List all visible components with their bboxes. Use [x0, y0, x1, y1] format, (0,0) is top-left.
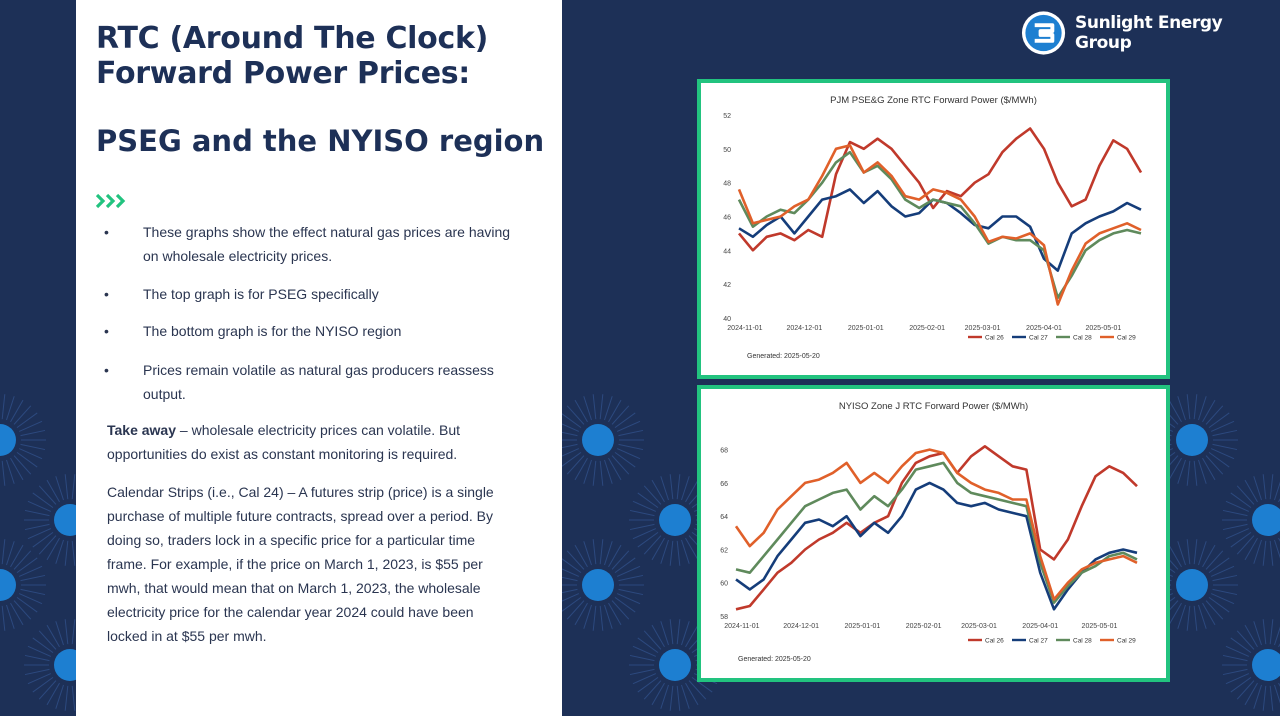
takeaway-text: – wholesale electricity prices can volat…: [107, 422, 461, 462]
legend-item: Cal 29: [1100, 335, 1136, 342]
x-tick-label: 2025-03-01: [961, 623, 997, 630]
x-tick-label: 2024-12-01: [786, 325, 822, 332]
sunburst-icon: [552, 394, 644, 486]
y-tick-label: 58: [720, 614, 728, 621]
chart-footer: Generated: 2025-05-20: [738, 656, 811, 663]
series-line-cal-26: [735, 444, 1138, 611]
series-line-cal-29: [734, 448, 1138, 601]
bullet-item: • The top graph is for PSEG specifically: [104, 282, 524, 306]
takeaway-paragraph: Take away – wholesale electricity prices…: [107, 418, 487, 466]
bullet-text: Prices remain volatile as natural gas pr…: [143, 362, 494, 402]
bullet-text: These graphs show the effect natural gas…: [143, 224, 511, 264]
series-line-cal-28: [737, 150, 1142, 299]
bullet-text: The top graph is for PSEG specifically: [143, 286, 379, 302]
page-subtitle: PSEG and the NYISO region: [96, 124, 545, 158]
bullet-marker: •: [104, 362, 109, 378]
brand-name: Sunlight Energy Group: [1075, 13, 1223, 53]
series-line-cal-28: [735, 461, 1138, 604]
bullet-text: The bottom graph is for the NYISO region: [143, 323, 402, 339]
x-tick-label: 2024-11-01: [727, 325, 762, 332]
chart-footer: Generated: 2025-05-20: [747, 353, 820, 360]
takeaway-label: Take away: [107, 422, 177, 438]
y-tick-label: 68: [720, 448, 728, 455]
svg-text:Cal 29: Cal 29: [1117, 638, 1136, 645]
legend-item: Cal 28: [1056, 335, 1092, 342]
y-tick-label: 52: [723, 113, 731, 120]
page-title: RTC (Around The Clock) Forward Power Pri…: [96, 21, 489, 91]
legend-item: Cal 27: [1012, 638, 1048, 645]
calendar-strips-paragraph: Calendar Strips (i.e., Cal 24) – A futur…: [107, 484, 494, 644]
legend-item: Cal 26: [968, 638, 1004, 645]
y-tick-label: 50: [723, 147, 731, 154]
bullet-item: • The bottom graph is for the NYISO regio…: [104, 319, 524, 343]
x-tick-label: 2024-12-01: [783, 623, 819, 630]
legend-item: Cal 27: [1012, 335, 1048, 342]
bullet-marker: •: [104, 224, 109, 240]
bullet-item: • These graphs show the effect natural ga…: [104, 220, 524, 268]
sunburst-icon: [0, 394, 46, 486]
svg-text:Cal 28: Cal 28: [1073, 638, 1092, 645]
x-tick-label: 2025-04-01: [1026, 325, 1062, 332]
bullet-item: • Prices remain volatile as natural gas p…: [104, 358, 524, 406]
sunburst-icon: [629, 474, 721, 566]
chart-title: NYISO Zone J RTC Forward Power ($/MWh): [839, 401, 1028, 412]
svg-text:Cal 26: Cal 26: [985, 638, 1004, 645]
brand: Sunlight Energy Group: [1020, 9, 1280, 57]
y-tick-label: 60: [720, 581, 728, 588]
chart-pseg: PJM PSE&G Zone RTC Forward Power ($/MWh)…: [723, 95, 1143, 360]
chart-pseg-frame: PJM PSE&G Zone RTC Forward Power ($/MWh)…: [697, 79, 1170, 379]
x-tick-label: 2025-05-01: [1085, 325, 1121, 332]
y-tick-label: 66: [720, 481, 728, 488]
chart-nyiso-frame: NYISO Zone J RTC Forward Power ($/MWh) 58…: [697, 385, 1170, 682]
x-tick-label: 2025-05-01: [1082, 623, 1118, 630]
svg-text:Cal 27: Cal 27: [1029, 335, 1048, 342]
bullet-list: • These graphs show the effect natural ga…: [104, 220, 524, 406]
legend-item: Cal 28: [1056, 638, 1092, 645]
y-tick-label: 48: [723, 181, 731, 188]
y-tick-label: 62: [720, 547, 728, 554]
sunlight-logo-icon: [1021, 11, 1066, 55]
series-line-cal-27: [735, 481, 1138, 611]
content-panel: RTC (Around The Clock) Forward Power Pri…: [76, 0, 562, 716]
x-tick-label: 2025-03-01: [965, 325, 1001, 332]
legend-item: Cal 26: [968, 335, 1004, 342]
triple-chevron-right-icon: [96, 193, 126, 209]
series-line-cal-26: [737, 127, 1143, 252]
legend-item: Cal 29: [1100, 638, 1136, 645]
series-line-cal-29: [737, 144, 1142, 306]
y-tick-label: 40: [723, 316, 731, 323]
sunburst-icon: [1222, 619, 1280, 711]
svg-text:Cal 26: Cal 26: [985, 335, 1004, 342]
x-tick-label: 2025-01-01: [848, 325, 884, 332]
y-tick-label: 42: [723, 282, 731, 289]
x-tick-label: 2025-04-01: [1022, 623, 1058, 630]
x-tick-label: 2025-01-01: [845, 623, 881, 630]
bullet-marker: •: [104, 323, 109, 339]
chart-nyiso: NYISO Zone J RTC Forward Power ($/MWh) 58…: [720, 401, 1138, 663]
y-tick-label: 46: [723, 215, 731, 222]
x-tick-label: 2025-02-01: [906, 623, 942, 630]
y-tick-label: 64: [720, 514, 728, 521]
svg-text:Cal 27: Cal 27: [1029, 638, 1048, 645]
y-tick-label: 44: [723, 248, 731, 255]
svg-text:Cal 29: Cal 29: [1117, 335, 1136, 342]
chart-title: PJM PSE&G Zone RTC Forward Power ($/MWh): [830, 95, 1037, 106]
x-tick-label: 2025-02-01: [909, 325, 945, 332]
sunburst-icon: [0, 539, 46, 631]
svg-text:Cal 28: Cal 28: [1073, 335, 1092, 342]
x-tick-label: 2024-11-01: [724, 623, 759, 630]
bullet-marker: •: [104, 286, 109, 302]
sunburst-icon: [1222, 474, 1280, 566]
sunburst-icon: [552, 539, 644, 631]
